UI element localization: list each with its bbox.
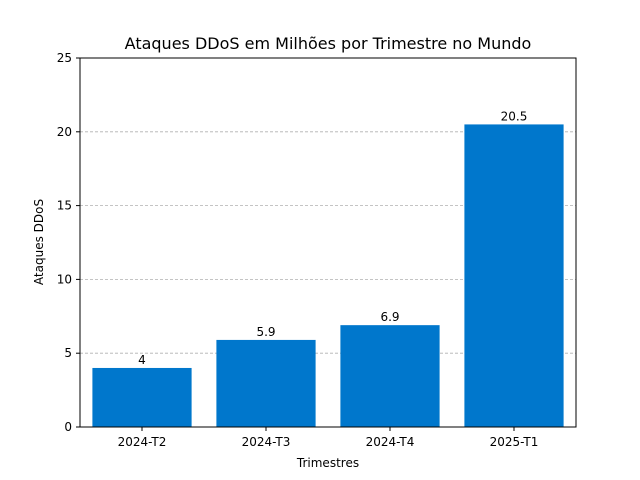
plot-frame bbox=[79, 57, 577, 428]
y-axis-label: Ataques DDoS bbox=[32, 199, 46, 285]
chart-title: Ataques DDoS em Milhões por Trimestre no… bbox=[125, 34, 532, 53]
bar-2024-T3 bbox=[216, 339, 316, 427]
x-tick-label: 2024-T4 bbox=[366, 435, 415, 449]
x-axis-ticks: 2024-T2 2024-T3 2024-T4 2025-T1 bbox=[118, 427, 539, 449]
data-labels: 4 5.9 6.9 20.5 bbox=[138, 109, 527, 367]
data-label-2024-T4: 6.9 bbox=[380, 310, 399, 324]
grid-lines bbox=[80, 131, 576, 354]
x-tick-label: 2025-T1 bbox=[490, 435, 539, 449]
y-tick-label: 0 bbox=[64, 420, 72, 434]
bar-2025-T1 bbox=[464, 124, 564, 428]
bars bbox=[92, 124, 564, 428]
y-tick-label: 10 bbox=[57, 272, 72, 286]
data-label-2024-T3: 5.9 bbox=[256, 325, 275, 339]
y-tick-label: 5 bbox=[64, 346, 72, 360]
bar-2024-T4 bbox=[340, 325, 440, 427]
y-axis-ticks: 0 5 10 15 20 25 bbox=[57, 51, 80, 434]
data-label-2025-T1: 20.5 bbox=[501, 109, 528, 123]
x-tick-label: 2024-T2 bbox=[118, 435, 167, 449]
bar-2024-T2 bbox=[92, 367, 192, 427]
y-tick-label: 15 bbox=[57, 199, 72, 213]
y-tick-label: 25 bbox=[57, 51, 72, 65]
data-label-2024-T2: 4 bbox=[138, 353, 146, 367]
y-tick-label: 20 bbox=[57, 125, 72, 139]
x-axis-label: Trimestres bbox=[296, 456, 359, 470]
x-tick-label: 2024-T3 bbox=[242, 435, 291, 449]
